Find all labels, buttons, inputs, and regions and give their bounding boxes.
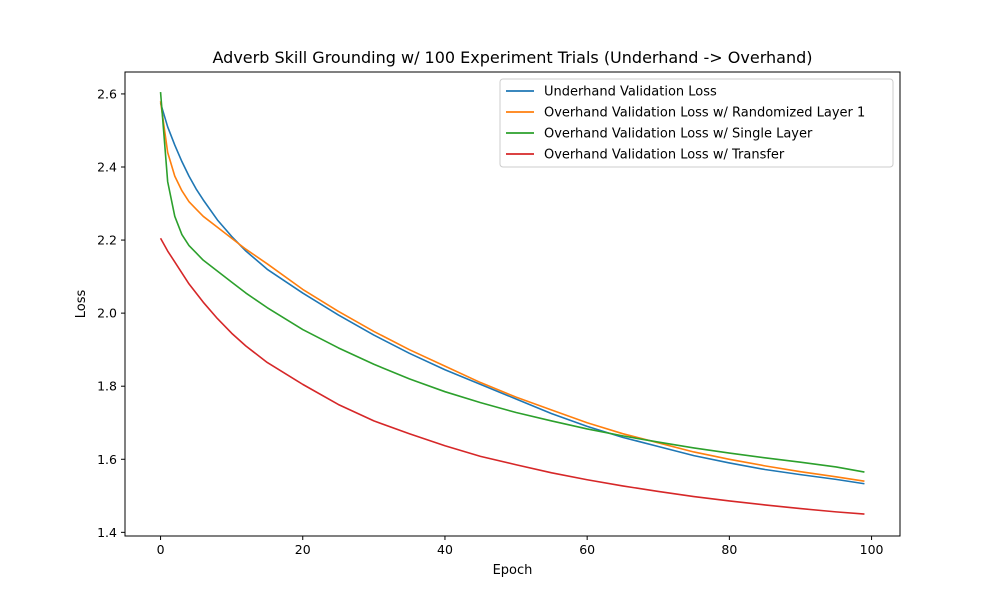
series-line-4 [159,237,865,515]
series-line-2 [159,101,865,482]
legend-label: Underhand Validation Loss [544,85,717,100]
y-tick-label: 1.4 [97,525,117,540]
y-tick-label: 1.6 [97,452,117,467]
x-tick-label: 100 [860,542,884,557]
y-tick-label: 2.0 [97,306,117,321]
y-tick-label: 2.4 [97,159,117,174]
series-line-3 [159,92,865,473]
x-tick-label: 60 [579,542,595,557]
y-tick-label: 2.6 [97,86,117,101]
legend-box [499,78,894,168]
x-tick-label: 40 [437,542,453,557]
x-tick-label: 20 [295,542,311,557]
plot-frame [124,71,901,537]
legend-label: Overhand Validation Loss w/ Transfer [544,148,785,163]
x-tick-label: 80 [721,542,737,557]
y-axis-label: Loss [74,290,89,319]
x-axis-label: Epoch [493,563,533,578]
plot-lines [159,92,865,515]
axes: 0 20 40 60 80 100 1.4 1.6 1.8 2.0 2.2 2.4 2.6 [97,71,901,557]
legend: Underhand Validation Loss Overhand Valida… [499,78,894,168]
legend-label: Overhand Validation Loss w/ Randomized L… [544,106,865,121]
series-line-1 [159,102,865,485]
chart-title: Adverb Skill Grounding w/ 100 Experiment… [213,48,813,67]
y-tick-label: 1.8 [97,379,117,394]
legend-label: Overhand Validation Loss w/ Single Layer [544,127,813,142]
y-tick-label: 2.2 [97,233,117,248]
x-tick-label: 0 [157,542,165,557]
